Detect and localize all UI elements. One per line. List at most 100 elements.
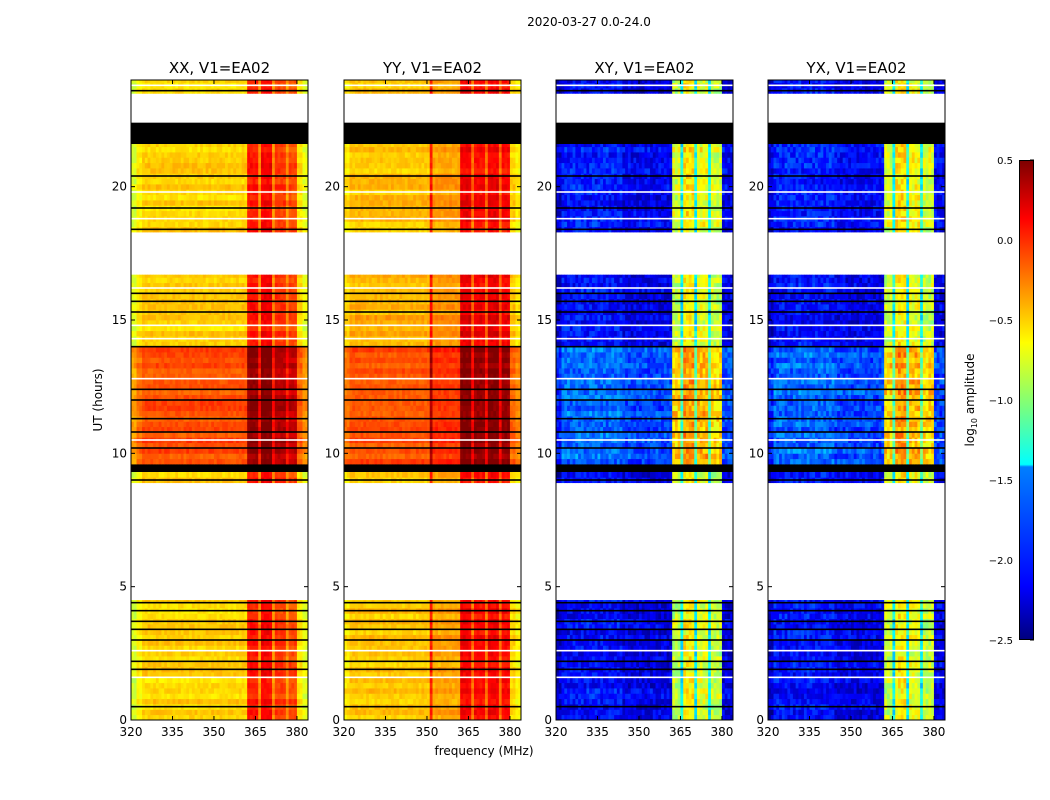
heatmap-cell (300, 448, 303, 454)
heatmap-cell (142, 147, 145, 153)
heatmap-cell (264, 405, 267, 411)
heatmap-cell (231, 613, 234, 619)
heatmap-cell (139, 651, 142, 657)
heatmap-cell (214, 152, 217, 158)
heatmap-cell (225, 144, 228, 147)
heatmap-cell (294, 163, 297, 169)
heatmap-cell (225, 347, 228, 353)
heatmap-cell (269, 640, 272, 646)
heatmap-cell (231, 157, 234, 163)
heatmap-cell (139, 693, 142, 699)
heatmap-cell (206, 200, 209, 206)
heatmap-cell (275, 184, 278, 190)
heatmap-cell (137, 352, 140, 358)
heatmap-cell (294, 677, 297, 683)
heatmap-cell (267, 688, 270, 694)
heatmap-cell (300, 144, 303, 147)
heatmap-cell (269, 453, 272, 459)
heatmap-cell (267, 448, 270, 454)
heatmap-cell (247, 699, 250, 705)
heatmap-cell (195, 603, 198, 609)
heatmap-cell (283, 347, 286, 353)
heatmap-cell (233, 405, 236, 411)
heatmap-cell (214, 448, 217, 454)
heatmap-cell (272, 144, 275, 147)
heatmap-cell (217, 315, 220, 321)
heatmap-cell (200, 472, 203, 478)
heatmap-cell (253, 379, 256, 385)
heatmap-cell (258, 315, 261, 321)
heatmap-cell (286, 472, 289, 478)
heatmap-cell (192, 389, 195, 395)
heatmap-cell (170, 195, 173, 201)
heatmap-cell (145, 221, 148, 227)
heatmap-cell (261, 200, 264, 206)
heatmap-cell (264, 421, 267, 427)
heatmap-cell (161, 275, 164, 278)
heatmap-cell (264, 368, 267, 374)
heatmap-cell (275, 352, 278, 358)
heatmap-cell (211, 363, 214, 369)
heatmap-cell (208, 147, 211, 153)
heatmap-cell (170, 275, 173, 278)
heatmap-cell (211, 472, 214, 478)
heatmap-cell (275, 661, 278, 667)
heatmap-cell (178, 277, 181, 283)
heatmap-cell (203, 432, 206, 438)
heatmap-cell (302, 331, 305, 337)
heatmap-cell (244, 304, 247, 310)
heatmap-cell (156, 147, 159, 153)
heatmap-cell (178, 275, 181, 278)
heatmap-cell (286, 168, 289, 174)
heatmap-cell (291, 363, 294, 369)
heatmap-cell (250, 195, 253, 201)
heatmap-cell (267, 472, 270, 478)
heatmap-cell (255, 195, 258, 201)
heatmap-cell (297, 331, 300, 337)
heatmap-cell (222, 411, 225, 417)
heatmap-cell (217, 184, 220, 190)
heatmap-cell (247, 613, 250, 619)
heatmap-cell (247, 363, 250, 369)
heatmap-cell (134, 275, 137, 278)
heatmap-cell (300, 325, 303, 331)
heatmap-cell (203, 179, 206, 185)
heatmap-cell (222, 613, 225, 619)
heatmap-cell (192, 453, 195, 459)
heatmap-cell (139, 448, 142, 454)
heatmap-cell (184, 147, 187, 153)
heatmap-cell (294, 640, 297, 646)
heatmap-cell (192, 277, 195, 283)
heatmap-cell (156, 405, 159, 411)
heatmap-cell (253, 651, 256, 657)
heatmap-cell (300, 277, 303, 283)
heatmap-cell (159, 152, 162, 158)
heatmap-cell (206, 315, 209, 321)
heatmap-cell (244, 184, 247, 190)
heatmap-cell (302, 200, 305, 206)
heatmap-cell (278, 661, 281, 667)
heatmap-cell (150, 347, 153, 353)
heatmap-cell (253, 144, 256, 147)
heatmap-cell (164, 325, 167, 331)
heatmap-cell (247, 677, 250, 683)
heatmap-cell (137, 453, 140, 459)
heatmap-cell (137, 163, 140, 169)
heatmap-cell (203, 661, 206, 667)
heatmap-cell (139, 144, 142, 147)
heatmap-cell (291, 699, 294, 705)
heatmap-cell (283, 405, 286, 411)
heatmap-cell (289, 168, 292, 174)
heatmap-cell (217, 200, 220, 206)
heatmap-cell (294, 363, 297, 369)
heatmap-cell (300, 709, 303, 715)
heatmap-cell (294, 325, 297, 331)
heatmap-cell (189, 405, 192, 411)
heatmap-cell (297, 699, 300, 705)
heatmap-cell (189, 453, 192, 459)
heatmap-cell (283, 293, 286, 299)
heatmap-cell (222, 331, 225, 337)
heatmap-cell (283, 629, 286, 635)
heatmap-cell (280, 683, 283, 689)
heatmap-cell (200, 411, 203, 417)
